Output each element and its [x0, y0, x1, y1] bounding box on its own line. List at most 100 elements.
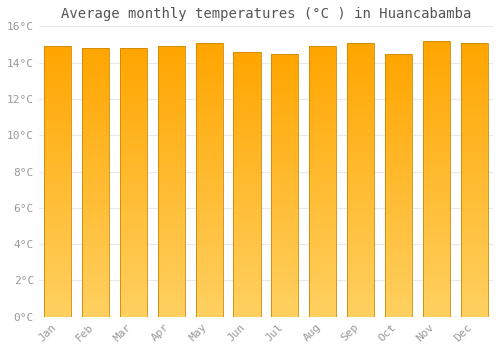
Bar	[460, 279, 488, 282]
Bar	[82, 300, 109, 303]
Bar	[234, 102, 260, 105]
Bar	[234, 177, 260, 181]
Bar	[196, 166, 223, 169]
Bar	[44, 273, 72, 276]
Bar	[234, 201, 260, 204]
Bar	[120, 58, 147, 62]
Bar	[385, 54, 412, 317]
Bar	[460, 262, 488, 265]
Bar	[309, 192, 336, 195]
Bar	[44, 172, 72, 175]
Bar	[385, 261, 412, 264]
Bar	[44, 53, 72, 56]
Bar	[385, 307, 412, 310]
Bar	[82, 108, 109, 112]
Bar	[82, 102, 109, 105]
Bar	[158, 161, 185, 164]
Bar	[196, 207, 223, 211]
Bar	[422, 79, 450, 82]
Bar	[44, 127, 72, 131]
Bar	[82, 142, 109, 146]
Bar	[460, 159, 488, 163]
Bar	[422, 113, 450, 117]
Bar	[234, 310, 260, 314]
Bar	[120, 307, 147, 310]
Bar	[309, 219, 336, 222]
Bar	[82, 95, 109, 98]
Bar	[44, 229, 72, 232]
Bar	[385, 54, 412, 57]
Bar	[158, 219, 185, 222]
Bar	[460, 104, 488, 108]
Bar	[385, 96, 412, 100]
Bar	[385, 215, 412, 218]
Bar	[234, 231, 260, 234]
Bar	[158, 310, 185, 313]
Bar	[385, 100, 412, 103]
Bar	[309, 154, 336, 158]
Bar	[120, 297, 147, 300]
Bar	[385, 129, 412, 133]
Bar	[347, 190, 374, 194]
Bar	[82, 172, 109, 176]
Bar	[309, 144, 336, 148]
Bar	[460, 43, 488, 317]
Bar	[234, 115, 260, 118]
Bar	[460, 300, 488, 303]
Bar	[385, 277, 412, 281]
Bar	[82, 193, 109, 196]
Bar	[44, 280, 72, 283]
Bar	[44, 151, 72, 154]
Bar	[385, 122, 412, 126]
Bar	[234, 134, 260, 138]
Bar	[422, 75, 450, 79]
Bar	[120, 260, 147, 263]
Bar	[385, 73, 412, 77]
Bar	[44, 80, 72, 83]
Bar	[158, 124, 185, 127]
Bar	[385, 241, 412, 244]
Bar	[120, 65, 147, 68]
Bar	[196, 183, 223, 187]
Bar	[234, 91, 260, 95]
Bar	[347, 255, 374, 259]
Bar	[271, 90, 298, 93]
Bar	[460, 121, 488, 125]
Bar	[82, 233, 109, 236]
Bar	[158, 270, 185, 273]
Bar	[385, 297, 412, 300]
Bar	[271, 133, 298, 136]
Bar	[460, 60, 488, 63]
Bar	[196, 74, 223, 77]
Bar	[309, 97, 336, 100]
Bar	[309, 121, 336, 124]
Bar	[196, 289, 223, 293]
Bar	[120, 166, 147, 169]
Bar	[196, 84, 223, 87]
Bar	[158, 263, 185, 266]
Bar	[422, 131, 450, 134]
Bar	[234, 52, 260, 317]
Bar	[422, 244, 450, 248]
Bar	[158, 249, 185, 253]
Bar	[271, 73, 298, 77]
Bar	[158, 56, 185, 60]
Bar	[385, 169, 412, 172]
Bar	[271, 96, 298, 100]
Bar	[158, 283, 185, 286]
Bar	[120, 256, 147, 260]
Bar	[271, 310, 298, 314]
Bar	[44, 178, 72, 182]
Bar	[44, 259, 72, 263]
Bar	[385, 60, 412, 63]
Bar	[271, 198, 298, 202]
Bar	[120, 263, 147, 266]
Bar	[422, 248, 450, 251]
Bar	[44, 307, 72, 310]
Bar	[158, 141, 185, 144]
Bar	[460, 197, 488, 200]
Bar	[234, 88, 260, 91]
Bar	[271, 287, 298, 290]
Bar	[82, 256, 109, 260]
Bar	[347, 234, 374, 238]
